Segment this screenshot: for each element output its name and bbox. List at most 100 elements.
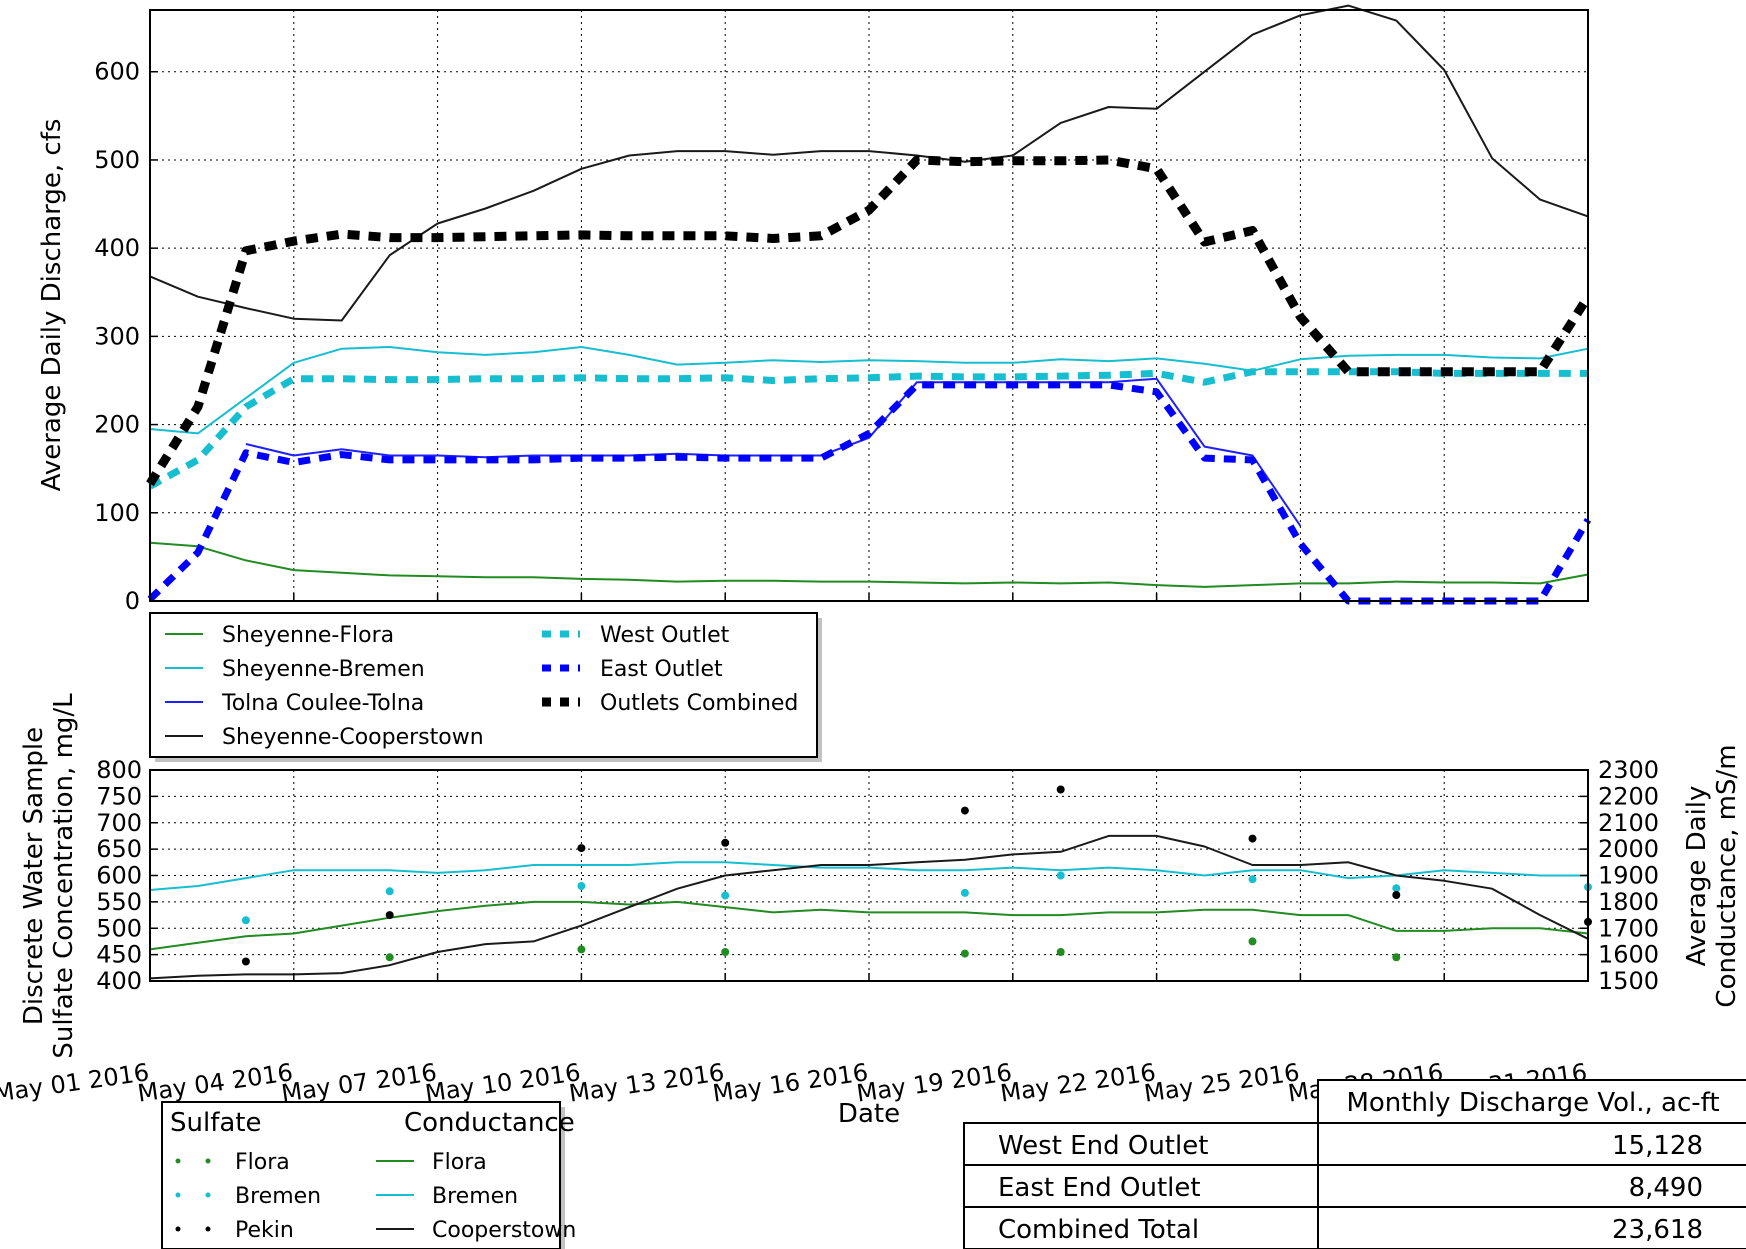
discharge-y-tick-label: 500 xyxy=(94,146,140,174)
conductance-y-tick-label: 1800 xyxy=(1598,888,1659,916)
conductance-legend-label: Flora xyxy=(432,1150,487,1175)
discharge-y-axis-label: Average Daily Discharge, cfs xyxy=(37,119,67,492)
discharge-legend-box xyxy=(149,612,818,758)
discharge-legend-label: Sheyenne-Flora xyxy=(222,623,394,648)
discharge-y-tick-label: 100 xyxy=(94,499,140,527)
conductance-y-axis-label-line2: Conductance, mS/m xyxy=(1712,744,1742,1007)
legend-header-conductance: Conductance xyxy=(404,1108,575,1138)
sulfate-point-bremen xyxy=(721,891,730,900)
conductance-series-bremen xyxy=(149,861,1588,891)
discharge-y-tick-label: 300 xyxy=(94,322,140,350)
discharge-legend: Sheyenne-Flora Sheyenne-Bremen Tolna Coule… xyxy=(149,612,822,762)
table-row-value: 15,128 xyxy=(1612,1131,1703,1161)
table-value-cell xyxy=(1317,1206,1746,1249)
sulfate-legend-label: Bremen xyxy=(235,1184,321,1209)
discharge-volume-table: Monthly Discharge Vol., ac-ft West End O… xyxy=(963,1079,1746,1249)
discharge-legend-label: West Outlet xyxy=(600,623,730,648)
sulfate-y-tick-label: 400 xyxy=(96,967,142,995)
sulfate-point-pekin xyxy=(241,957,250,966)
sulfate-legend-label: Flora xyxy=(235,1150,290,1175)
table-header-cell xyxy=(1317,1079,1746,1124)
sulfate-legend-marker xyxy=(205,1192,211,1198)
water-quality-legend-box xyxy=(161,1101,561,1249)
discharge-series-tolna-coulee-tolna xyxy=(245,377,1302,527)
sulfate-y-tick-label: 650 xyxy=(96,835,142,863)
conductance-y-tick-label: 1900 xyxy=(1598,862,1659,890)
conductance-y-axis-label-line1: Average Daily xyxy=(1682,786,1712,967)
discharge-legend-label: Outlets Combined xyxy=(600,691,798,716)
water-quality-legend: Sulfate Conductance Flora Bremen Pekin Flor… xyxy=(161,1101,576,1249)
table-label-cell xyxy=(963,1164,1319,1208)
table-column-header: Monthly Discharge Vol., ac-ft xyxy=(1346,1088,1719,1118)
sulfate-point-flora xyxy=(1392,953,1401,962)
sulfate-point-bremen xyxy=(577,882,586,890)
date-x-axis-label: Date xyxy=(838,1099,900,1129)
conductance-legend-label: Bremen xyxy=(432,1184,518,1209)
sulfate-point-flora xyxy=(721,948,730,956)
conductance-y-tick-label: 2100 xyxy=(1598,809,1659,837)
discharge-plot-frame xyxy=(149,9,1589,602)
discharge-legend-label: Sheyenne-Cooperstown xyxy=(222,725,484,750)
sulfate-y-axis-label-line1: Discrete Water Sample xyxy=(19,727,49,1025)
sulfate-point-pekin xyxy=(721,838,730,847)
sulfate-point-bremen xyxy=(1392,884,1401,893)
conductance-legend-label: Cooperstown xyxy=(432,1218,576,1243)
sulfate-y-tick-label: 750 xyxy=(96,782,142,810)
sulfate-point-bremen xyxy=(1056,871,1065,880)
table-value-cell xyxy=(1317,1164,1746,1208)
sulfate-point-bremen xyxy=(385,887,394,896)
conductance-series-cooperstown xyxy=(149,834,1589,980)
sulfate-point-flora xyxy=(960,949,969,958)
sulfate-point-flora xyxy=(577,945,586,954)
discharge-legend-label: Sheyenne-Bremen xyxy=(222,657,425,682)
sulfate-point-pekin xyxy=(1248,834,1257,843)
table-row-label: East End Outlet xyxy=(998,1173,1201,1203)
table-row-label: West End Outlet xyxy=(998,1131,1208,1161)
conductance-y-tick-label: 1500 xyxy=(1598,967,1659,995)
conductance-y-tick-label: 2300 xyxy=(1598,756,1659,784)
sulfate-legend-marker xyxy=(205,1158,211,1164)
conductance-y-tick-label: 2000 xyxy=(1598,835,1659,863)
discharge-series xyxy=(146,4,1592,605)
sulfate-legend-marker xyxy=(175,1158,181,1164)
table-row-label: Combined Total xyxy=(998,1215,1199,1245)
sulfate-legend-marker xyxy=(205,1226,211,1232)
conductance-y-tick-label: 1600 xyxy=(1598,941,1659,969)
sulfate-y-axis-label-line2: Sulfate Concentration, mg/L xyxy=(49,693,79,1059)
table-row-value: 8,490 xyxy=(1629,1173,1703,1203)
sulfate-point-flora xyxy=(1248,937,1257,946)
table-rows: West End Outlet 15,128 East End Outlet 8,49… xyxy=(963,1122,1746,1249)
discharge-series-west-outlet xyxy=(148,368,1588,490)
sulfate-point-flora xyxy=(385,953,394,962)
conductance-y-tick-label: 2200 xyxy=(1598,782,1659,810)
sulfate-point-pekin xyxy=(385,911,394,920)
sulfate-point-flora xyxy=(1056,948,1065,956)
legend-header-sulfate: Sulfate xyxy=(170,1108,261,1138)
sulfate-y-tick-label: 500 xyxy=(96,914,142,942)
discharge-series-sheyenne-flora xyxy=(149,541,1589,588)
sulfate-y-tick-label: 800 xyxy=(96,756,142,784)
sulfate-y-tick-label: 700 xyxy=(96,809,142,837)
discharge-y-tick-label: 200 xyxy=(94,411,140,439)
sulfate-legend-marker xyxy=(175,1226,181,1232)
discharge-series-sheyenne-cooperstown xyxy=(149,4,1589,322)
discharge-series-outlets-combined xyxy=(146,155,1592,487)
discharge-series-sheyenne-bremen xyxy=(149,346,1589,435)
conductance-y-tick-label: 1700 xyxy=(1598,914,1659,942)
discharge-y-tick-label: 400 xyxy=(94,234,140,262)
discharge-panel: 0 100 200 300 400 500 600 Average Daily Discha… xyxy=(37,4,1592,615)
table-row-value: 23,618 xyxy=(1612,1215,1703,1245)
water-quality-series xyxy=(149,785,1592,980)
sulfate-point-bremen xyxy=(241,916,250,925)
sulfate-y-tick-label: 550 xyxy=(96,888,142,916)
discharge-y-tick-label: 600 xyxy=(94,58,140,86)
sulfate-point-pekin xyxy=(960,806,969,815)
discharge-y-ticks: 0 100 200 300 400 500 600 xyxy=(94,58,158,615)
sulfate-y-tick-label: 450 xyxy=(96,941,142,969)
sulfate-point-pekin xyxy=(1392,891,1401,899)
discharge-legend-label: Tolna Coulee-Tolna xyxy=(221,691,424,716)
sulfate-point-bremen xyxy=(1248,875,1257,884)
sulfate-point-pekin xyxy=(577,844,586,853)
